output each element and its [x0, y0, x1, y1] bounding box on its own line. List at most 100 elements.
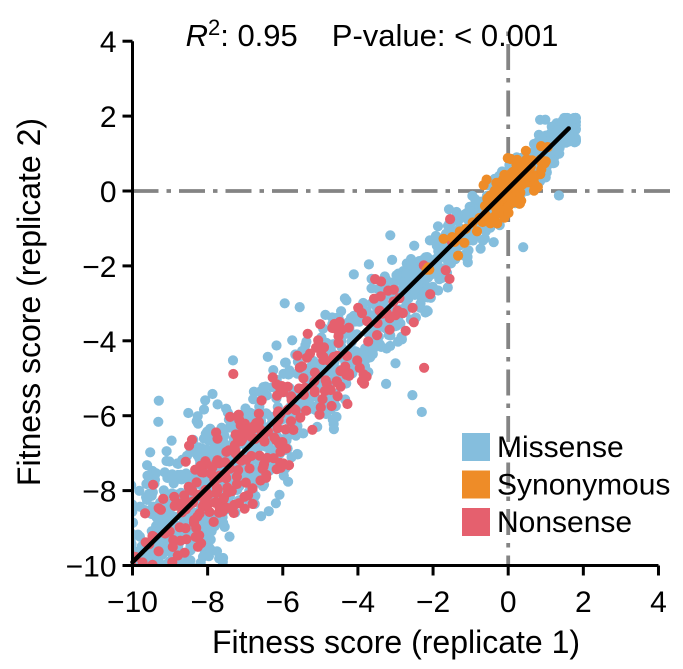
plot-title: R2: 0.95 P-value: < 0.001 [186, 15, 559, 53]
y-tick-label: 4 [100, 26, 117, 59]
scatter-point [212, 455, 223, 466]
scatter-point [302, 328, 313, 339]
scatter-point [219, 521, 230, 533]
x-tick-label: 4 [650, 586, 667, 619]
scatter-point [280, 357, 291, 368]
scatter-point [159, 577, 169, 587]
y-tick-label: −6 [82, 401, 116, 434]
scatter-point [153, 503, 164, 514]
scatter-point [180, 456, 191, 467]
scatter-point [201, 444, 212, 455]
scatter-point [471, 226, 483, 237]
scatter-point [134, 485, 145, 496]
scatter-point [290, 405, 301, 416]
scatter-point [363, 336, 374, 347]
scatter-point [272, 423, 283, 434]
scatter-point [222, 502, 233, 514]
scatter-point [396, 334, 407, 345]
y-tick-label: −4 [82, 326, 116, 359]
scatter-point [123, 576, 133, 586]
scatter-point [209, 442, 220, 454]
scatter-point [268, 365, 279, 376]
scatter-point [535, 114, 546, 125]
scatter-point [118, 537, 128, 547]
scatter-point [283, 476, 294, 487]
scatter-point [511, 196, 522, 207]
scatter-point [200, 428, 211, 439]
scatter-point [309, 387, 320, 398]
scatter-point [185, 574, 195, 584]
scatter-point [228, 368, 239, 380]
scatter-point [433, 285, 444, 296]
scatter-point [233, 465, 244, 476]
scatter-point [130, 575, 140, 585]
scatter-point [488, 237, 499, 248]
scatter-point [372, 340, 383, 351]
scatter-point [171, 577, 181, 587]
scatter-point [208, 516, 219, 528]
scatter-point [153, 546, 164, 557]
scatter-point [111, 464, 121, 474]
scatter-point [363, 259, 374, 270]
scatter-point [343, 322, 354, 333]
scatter-point [140, 571, 150, 581]
scatter-point [352, 355, 363, 366]
scatter-point [140, 508, 151, 519]
scatter-point [270, 498, 281, 509]
scatter-point [253, 408, 264, 419]
scatter-point [121, 542, 131, 552]
scatter-point [422, 306, 433, 317]
scatter-point [301, 352, 313, 363]
scatter-point [166, 435, 177, 446]
scatter-point [301, 405, 312, 416]
x-tick-label: −8 [191, 586, 225, 619]
scatter-point [294, 302, 305, 313]
scatter-point [570, 112, 581, 124]
y-tick-label: −2 [82, 251, 116, 284]
scatter-point [207, 388, 218, 400]
scatter-point [137, 557, 148, 566]
scatter-point [313, 335, 324, 346]
scatter-point [277, 441, 288, 452]
fit-line [130, 126, 571, 565]
scatter-point [407, 390, 418, 401]
scatter-point [292, 350, 303, 361]
x-tick-label: −10 [107, 586, 158, 619]
scatter-point [244, 463, 255, 474]
scatter-point [119, 521, 129, 531]
scatter-point [119, 504, 129, 514]
scatter-point [248, 394, 259, 405]
scatter-point [406, 259, 417, 270]
scatter-point [175, 469, 186, 480]
scatter-point [181, 534, 192, 545]
scatter-point [212, 485, 223, 496]
scatter-point [502, 153, 513, 164]
scatter-point [198, 404, 210, 415]
scatter-point [512, 184, 523, 195]
scatter-point [553, 190, 565, 201]
scatter-point [176, 566, 186, 576]
scatter-point [280, 424, 291, 435]
p-value-text: P-value: < 0.001 [332, 18, 559, 53]
scatter-point [274, 489, 285, 500]
scatter-point [153, 572, 163, 582]
scatter-point [161, 446, 172, 457]
scatter-point [237, 428, 248, 439]
scatter-point [271, 464, 282, 475]
scatter-point [268, 453, 279, 464]
scatter-point [240, 477, 251, 488]
legend: Missense Synonymous Nonsense [462, 431, 670, 539]
r-squared-symbol: R [186, 18, 208, 53]
scatter-point [397, 308, 408, 319]
y-axis-label: Fitness score (replicate 2) [11, 118, 47, 486]
scatter-point [442, 282, 453, 293]
scatter-point [261, 469, 272, 480]
y-tick-label: −8 [82, 476, 116, 509]
scatter-point [225, 411, 236, 422]
scatter-point [247, 498, 258, 509]
legend-entry-missense: Missense [462, 431, 624, 464]
scatter-point [520, 145, 532, 156]
scatter-point [271, 340, 282, 351]
scatter-point [169, 571, 179, 581]
r-squared-exponent: 2 [208, 15, 220, 40]
